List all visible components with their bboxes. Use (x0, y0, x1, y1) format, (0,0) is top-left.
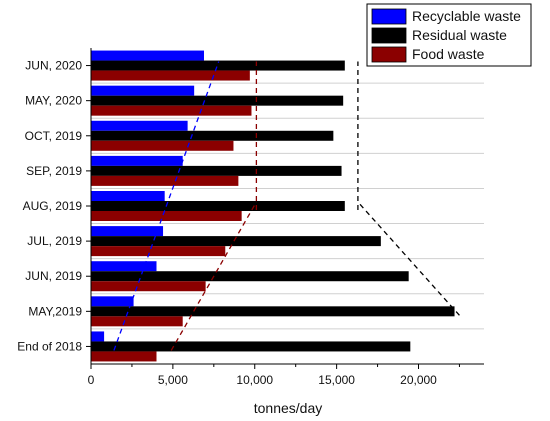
y-tick-label: JUN, 2019 (25, 269, 82, 283)
bar-recyclable-waste (91, 331, 105, 342)
bar-food-waste (91, 351, 157, 362)
bar-food-waste (91, 316, 183, 327)
bar-food-waste (91, 246, 226, 257)
legend-swatch (371, 27, 407, 44)
trend-line-recyclable-waste (113, 61, 220, 351)
bar-residual-waste (91, 236, 381, 247)
bar-food-waste (91, 211, 242, 221)
y-tick-label: MAY, 2020 (25, 94, 82, 108)
bar-residual-waste (91, 341, 411, 352)
axes-layer: 0 5,000 10,000 15,000 20,000 End of 2018 MAY,2… (17, 48, 484, 387)
bar-recyclable-waste (91, 191, 165, 201)
y-tick-label: JUL, 2019 (27, 234, 82, 248)
legend-label: Residual waste (412, 27, 507, 43)
y-tick-label: JUN, 2020 (25, 59, 82, 73)
bar-residual-waste (91, 95, 344, 106)
legend: Recyclable waste Residual waste Food waste (366, 3, 532, 67)
y-tick-label: OCT, 2019 (25, 129, 83, 143)
trend-line-residual-waste (357, 201, 460, 316)
legend-label: Food waste (412, 46, 485, 62)
bars-layer (91, 50, 484, 362)
x-tick-label: 0 (88, 373, 95, 387)
bar-recyclable-waste (91, 120, 188, 131)
bar-residual-waste (91, 60, 345, 71)
bar-residual-waste (91, 165, 342, 176)
legend-label: Recyclable waste (412, 8, 521, 24)
x-tick-label: 10,000 (236, 373, 273, 387)
y-tick-label: SEP, 2019 (26, 164, 82, 178)
bar-food-waste (91, 281, 206, 292)
x-tick-label: 5,000 (158, 373, 188, 387)
x-tick-label: 15,000 (318, 373, 355, 387)
bar-residual-waste (91, 306, 455, 317)
bar-recyclable-waste (91, 155, 183, 166)
y-tick-label: End of 2018 (17, 339, 82, 353)
bar-residual-waste (91, 130, 334, 141)
bar-residual-waste (91, 271, 409, 282)
y-tick-label: MAY,2019 (28, 304, 82, 318)
bar-food-waste (91, 140, 234, 151)
bar-recyclable-waste (91, 50, 204, 61)
y-tick-label: AUG, 2019 (23, 199, 83, 213)
x-tick-label: 20,000 (400, 373, 437, 387)
bar-food-waste (91, 105, 252, 116)
trend-lines-layer (113, 61, 460, 351)
bar-food-waste (91, 70, 250, 81)
bar-recyclable-waste (91, 296, 134, 307)
bar-food-waste (91, 175, 239, 186)
bar-recyclable-waste (91, 226, 164, 237)
x-axis-title: tonnes/day (254, 400, 323, 416)
legend-swatch (371, 8, 407, 25)
legend-swatch (371, 46, 407, 63)
bar-recyclable-waste (91, 261, 157, 272)
trend-line-food-waste (170, 201, 257, 351)
bar-recyclable-waste (91, 85, 195, 96)
bar-residual-waste (91, 201, 345, 211)
